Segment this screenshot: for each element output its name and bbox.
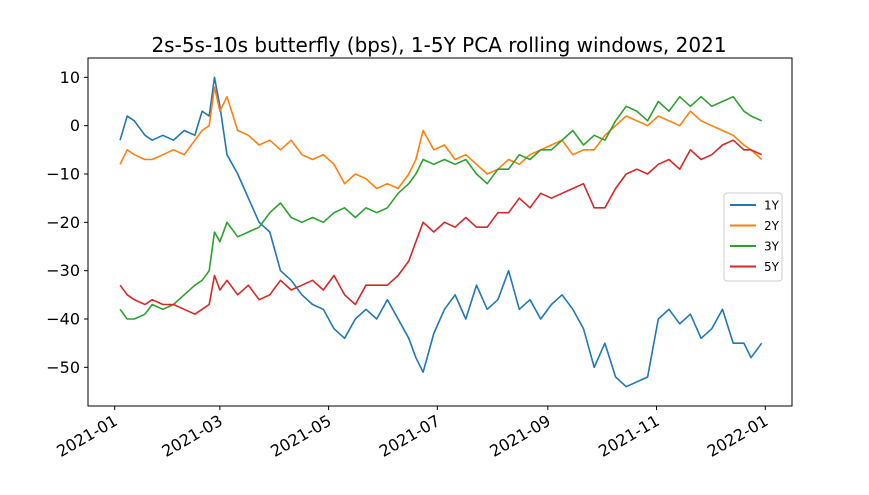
x-tick-label: 2021-07: [376, 411, 443, 461]
y-tick-label: −10: [46, 165, 80, 184]
x-tick-label: 2021-09: [486, 411, 553, 461]
series-line-3Y: [119, 95, 763, 320]
plot-area: [87, 57, 793, 407]
legend-label-1Y: 1Y: [764, 199, 780, 213]
series-line-5Y: [119, 139, 763, 316]
series-line-1Y: [119, 76, 763, 388]
legend-label-2Y: 2Y: [764, 219, 780, 233]
x-tick-label: 2021-03: [158, 411, 225, 461]
y-axis: 10 0 −10 −20 −30 −40 −50: [46, 68, 88, 377]
y-tick-label: 10: [60, 68, 80, 87]
plot-frame: [87, 57, 793, 407]
chart-title: 2s-5s-10s butterfly (bps), 1-5Y PCA roll…: [151, 33, 726, 57]
legend-box: [723, 192, 783, 282]
x-tick-label: 2021-01: [53, 411, 120, 461]
x-tick-label: 2021-11: [595, 411, 662, 461]
y-tick-label: −20: [46, 213, 80, 232]
y-tick-label: −30: [46, 261, 80, 280]
x-tick-label: 2021-05: [267, 411, 334, 461]
legend: 1Y 2Y 3Y 5Y: [723, 192, 783, 282]
y-tick-label: 0: [70, 116, 80, 135]
x-axis: 2021-01 2021-03 2021-05 2021-07 2021-09 2021-…: [53, 406, 771, 461]
series-line-2Y: [119, 86, 763, 190]
series-layer: [119, 76, 763, 388]
legend-label-5Y: 5Y: [764, 260, 780, 274]
x-tick-label: 2022-01: [704, 411, 771, 461]
y-tick-label: −50: [46, 358, 80, 377]
legend-label-3Y: 3Y: [764, 240, 780, 254]
y-tick-label: −40: [46, 310, 80, 329]
